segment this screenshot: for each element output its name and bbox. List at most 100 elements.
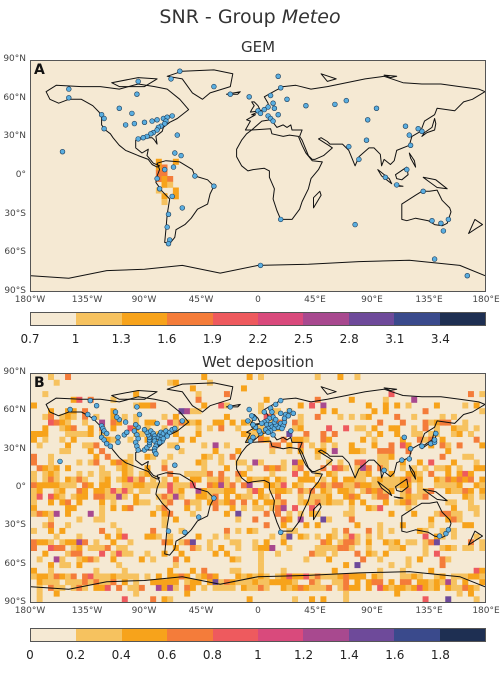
snr-cell (439, 476, 446, 483)
snr-cell (450, 579, 457, 586)
station-marker (438, 220, 444, 227)
snr-cell (70, 493, 77, 500)
snr-cell (297, 573, 304, 580)
snr-cell (240, 499, 247, 506)
snr-cell (161, 170, 168, 177)
station-marker (101, 115, 107, 122)
snr-cell (371, 579, 378, 586)
snr-cell (229, 567, 236, 574)
snr-cell (99, 499, 106, 506)
station-marker (122, 122, 129, 128)
snr-cell (42, 573, 49, 580)
snr-cell (172, 562, 179, 569)
station-marker (270, 432, 276, 438)
snr-cell (195, 391, 202, 398)
snr-cell (127, 505, 134, 512)
snr-cell (269, 470, 276, 477)
snr-cell (99, 465, 106, 472)
snr-cell (110, 488, 117, 494)
snr-cell (473, 573, 480, 580)
snr-cell (388, 584, 395, 591)
snr-cell (399, 493, 406, 500)
snr-cell (416, 556, 423, 563)
snr-cell (467, 539, 474, 546)
gem-colorbar-swatch (303, 313, 349, 325)
snr-cell (252, 505, 259, 512)
snr-cell (360, 459, 367, 466)
snr-cell (365, 470, 372, 477)
snr-cell (172, 516, 179, 523)
snr-cell (292, 527, 299, 534)
snr-cell (138, 431, 145, 437)
snr-cell (116, 419, 123, 426)
snr-cell (303, 499, 310, 506)
snr-cell (326, 573, 333, 580)
snr-cell (31, 482, 37, 489)
snr-cell (422, 527, 429, 534)
snr-cell (280, 482, 287, 489)
snr-cell (99, 476, 106, 483)
snr-cell (161, 493, 168, 500)
snr-cell (172, 379, 179, 386)
snr-cell (53, 379, 60, 386)
gem-lat-tick: 30°S (4, 208, 26, 219)
snr-cell (263, 465, 270, 472)
snr-cell (184, 505, 191, 512)
snr-cell (48, 516, 54, 523)
snr-cell (388, 488, 395, 494)
snr-cell (405, 476, 412, 483)
snr-cell (195, 431, 202, 437)
station-marker (259, 420, 265, 427)
snr-cell (223, 413, 230, 420)
snr-cell (235, 545, 242, 551)
snr-cell (235, 470, 242, 477)
snr-cell (36, 442, 43, 449)
wet-lat-tick: 60°N (3, 405, 26, 416)
snr-cell (411, 396, 418, 403)
snr-cell (354, 584, 361, 591)
snr-cell (456, 584, 463, 591)
station-marker (267, 92, 274, 99)
snr-cell (31, 527, 37, 534)
snr-cell (320, 482, 327, 489)
snr-cell (382, 465, 389, 472)
snr-cell (65, 510, 72, 517)
snr-cell (445, 516, 452, 523)
snr-cell (161, 176, 168, 183)
snr-cell (258, 556, 264, 563)
snr-cell (53, 579, 60, 586)
snr-cell (252, 584, 259, 591)
station-marker (192, 173, 198, 179)
wet-lon-tick: 180°E (472, 606, 500, 616)
snr-cell (150, 476, 157, 483)
snr-cell (150, 453, 157, 460)
snr-cell (189, 510, 196, 517)
gem-lon-tick: 45°E (304, 295, 326, 305)
snr-cell (36, 431, 43, 437)
coastline (422, 176, 448, 190)
snr-cell (240, 493, 247, 500)
snr-cell (303, 470, 310, 477)
snr-cell (314, 448, 321, 455)
snr-cell (297, 584, 304, 591)
snr-cell (218, 425, 225, 432)
snr-cell (411, 499, 418, 506)
snr-cell (189, 584, 196, 591)
snr-cell (439, 527, 446, 534)
station-marker (404, 166, 410, 173)
station-marker (278, 397, 284, 404)
snr-cell (212, 482, 219, 489)
snr-cell (121, 550, 128, 557)
snr-cell (99, 527, 106, 534)
snr-cell (167, 379, 174, 386)
snr-cell (388, 448, 395, 455)
snr-cell (467, 499, 474, 506)
snr-cell (309, 442, 316, 449)
snr-cell (246, 465, 253, 472)
snr-cell (354, 470, 361, 477)
snr-cell (48, 539, 54, 546)
gem-colorbar-label: 1.6 (157, 332, 177, 346)
snr-cell (405, 493, 412, 500)
station-marker (269, 409, 275, 415)
station-marker (429, 218, 435, 224)
